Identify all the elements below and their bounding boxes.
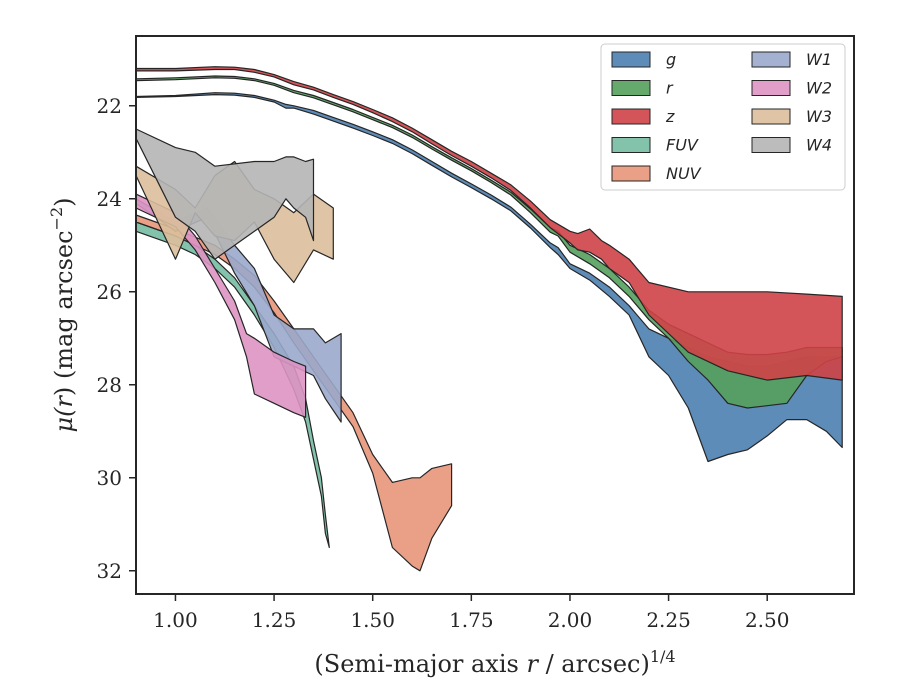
x-tick-label: 1.75 [449,608,494,632]
legend: grz FUV NUV W1 W2 W3 W4 [600,43,846,191]
x-tick-label: 2.50 [745,608,790,632]
series-bands [135,66,843,572]
legend-swatch-w4 [751,137,791,153]
legend-swatch-w1 [751,51,791,68]
x-tick-label: 2.00 [548,608,593,632]
legend-swatch-nuv [611,165,651,182]
plot-frame [135,35,855,595]
y-axis-ticks: 22 24 26 28 30 32 [97,94,136,583]
legend-label-z: z [665,107,675,126]
y-tick-label: 24 [97,187,122,211]
legend-swatch-z [611,108,651,125]
x-axis-ticks: 1.00 1.25 1.50 1.75 2.00 2.25 2.50 [153,594,789,632]
y-tick-label: 32 [97,559,122,583]
y-tick-label: 28 [97,373,122,397]
legend-label-w1: W1 [806,50,832,69]
x-axis-title: (Semi-major axis r / arcsec)1/4 [314,647,675,678]
legend-label-r: r [666,79,674,98]
legend-label-w4: W4 [806,136,832,155]
y-axis-title: μ(r) (mag arcsec−2) [47,197,78,432]
band-g [135,92,843,463]
y-tick-label: 22 [97,94,122,118]
legend-label-nuv: NUV [666,164,702,183]
legend-swatch-w2 [751,80,791,96]
legend-swatch-fuv [611,137,651,153]
y-tick-label: 26 [97,280,122,304]
legend-label-fuv: FUV [666,136,699,155]
band-z [135,66,843,381]
band-fuv [135,221,330,549]
band-w2 [135,193,307,418]
legend-swatch-w3 [751,108,791,125]
legend-label-w3: W3 [806,107,832,126]
x-tick-label: 1.50 [350,608,395,632]
y-tick-label: 30 [97,466,122,490]
x-tick-label: 1.25 [252,608,297,632]
band-w4 [135,128,315,260]
legend-swatch-g [611,51,651,68]
x-tick-label: 1.00 [153,608,198,632]
legend-swatch-r [611,80,651,96]
legend-label-g: g [666,50,676,69]
x-tick-label: 2.25 [646,608,691,632]
legend-label-w2: W2 [806,79,832,98]
